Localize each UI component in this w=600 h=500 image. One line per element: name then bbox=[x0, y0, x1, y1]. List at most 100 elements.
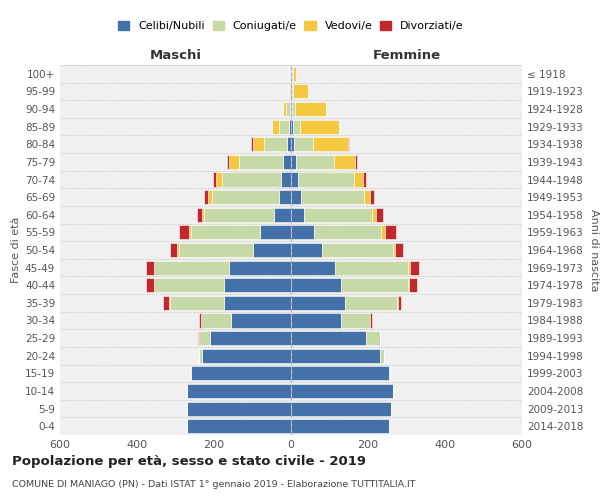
Bar bbox=[154, 278, 224, 292]
Bar bbox=[253, 137, 264, 152]
Bar bbox=[227, 155, 229, 169]
Bar bbox=[385, 226, 396, 239]
Bar bbox=[232, 314, 291, 328]
Bar bbox=[224, 278, 291, 292]
Bar bbox=[205, 190, 208, 204]
Bar bbox=[382, 226, 385, 239]
Bar bbox=[199, 314, 200, 328]
Bar bbox=[322, 243, 393, 257]
Bar bbox=[290, 67, 291, 81]
Bar bbox=[213, 172, 216, 186]
Bar bbox=[187, 384, 291, 398]
Bar bbox=[291, 260, 335, 274]
Bar bbox=[205, 208, 274, 222]
Bar bbox=[296, 155, 334, 169]
Bar bbox=[200, 314, 232, 328]
Bar bbox=[280, 120, 289, 134]
Bar bbox=[260, 226, 291, 239]
Bar bbox=[393, 243, 395, 257]
Bar bbox=[291, 172, 298, 186]
Bar bbox=[289, 120, 291, 134]
Bar bbox=[409, 260, 410, 274]
Bar bbox=[286, 102, 290, 116]
Bar bbox=[348, 137, 349, 152]
Bar bbox=[189, 226, 191, 239]
Bar bbox=[190, 366, 191, 380]
Bar bbox=[291, 402, 391, 415]
Bar bbox=[287, 84, 289, 98]
Bar bbox=[187, 402, 291, 415]
Bar bbox=[239, 155, 283, 169]
Bar bbox=[293, 84, 308, 98]
Bar bbox=[179, 226, 189, 239]
Bar bbox=[199, 348, 202, 363]
Legend: Celibi/Nubili, Coniugati/e, Vedovi/e, Divorziati/e: Celibi/Nubili, Coniugati/e, Vedovi/e, Di… bbox=[116, 19, 466, 34]
Bar bbox=[298, 172, 354, 186]
Bar bbox=[290, 84, 291, 98]
Bar bbox=[291, 419, 389, 433]
Bar bbox=[335, 260, 409, 274]
Bar bbox=[291, 296, 345, 310]
Bar bbox=[191, 226, 260, 239]
Bar bbox=[291, 314, 341, 328]
Bar bbox=[280, 190, 291, 204]
Bar bbox=[212, 190, 280, 204]
Bar bbox=[341, 314, 370, 328]
Bar bbox=[191, 366, 291, 380]
Bar bbox=[222, 172, 281, 186]
Bar bbox=[376, 208, 383, 222]
Bar bbox=[274, 208, 291, 222]
Bar bbox=[216, 172, 222, 186]
Bar bbox=[301, 190, 364, 204]
Bar bbox=[372, 208, 376, 222]
Bar bbox=[146, 278, 154, 292]
Bar bbox=[291, 208, 304, 222]
Bar bbox=[291, 102, 292, 116]
Bar bbox=[290, 102, 291, 116]
Bar bbox=[251, 137, 253, 152]
Bar bbox=[345, 296, 397, 310]
Bar bbox=[291, 243, 322, 257]
Bar bbox=[289, 67, 290, 81]
Bar bbox=[291, 120, 293, 134]
Bar bbox=[202, 348, 291, 363]
Bar bbox=[291, 84, 292, 98]
Bar bbox=[291, 278, 341, 292]
Bar bbox=[291, 190, 301, 204]
Bar bbox=[292, 84, 293, 98]
Bar bbox=[364, 190, 370, 204]
Bar bbox=[291, 384, 393, 398]
Bar bbox=[291, 348, 380, 363]
Bar bbox=[287, 137, 291, 152]
Bar bbox=[300, 120, 339, 134]
Bar bbox=[283, 102, 286, 116]
Bar bbox=[283, 155, 291, 169]
Text: Popolazione per età, sesso e stato civile - 2019: Popolazione per età, sesso e stato civil… bbox=[12, 455, 366, 468]
Bar bbox=[355, 155, 357, 169]
Bar bbox=[293, 120, 300, 134]
Bar bbox=[334, 155, 355, 169]
Bar bbox=[354, 172, 364, 186]
Bar bbox=[293, 67, 296, 81]
Bar bbox=[370, 314, 372, 328]
Bar bbox=[304, 208, 372, 222]
Bar bbox=[281, 172, 291, 186]
Bar bbox=[291, 366, 389, 380]
Bar bbox=[364, 172, 367, 186]
Bar bbox=[170, 243, 178, 257]
Text: Maschi: Maschi bbox=[149, 50, 202, 62]
Bar bbox=[366, 331, 380, 345]
Bar bbox=[199, 331, 210, 345]
Bar bbox=[370, 190, 374, 204]
Bar bbox=[292, 102, 295, 116]
Bar bbox=[397, 296, 398, 310]
Bar bbox=[272, 120, 280, 134]
Bar bbox=[398, 296, 401, 310]
Bar bbox=[198, 331, 199, 345]
Bar bbox=[294, 137, 313, 152]
Bar bbox=[253, 243, 291, 257]
Bar bbox=[163, 296, 169, 310]
Bar bbox=[170, 296, 224, 310]
Bar bbox=[291, 67, 292, 81]
Bar bbox=[187, 419, 291, 433]
